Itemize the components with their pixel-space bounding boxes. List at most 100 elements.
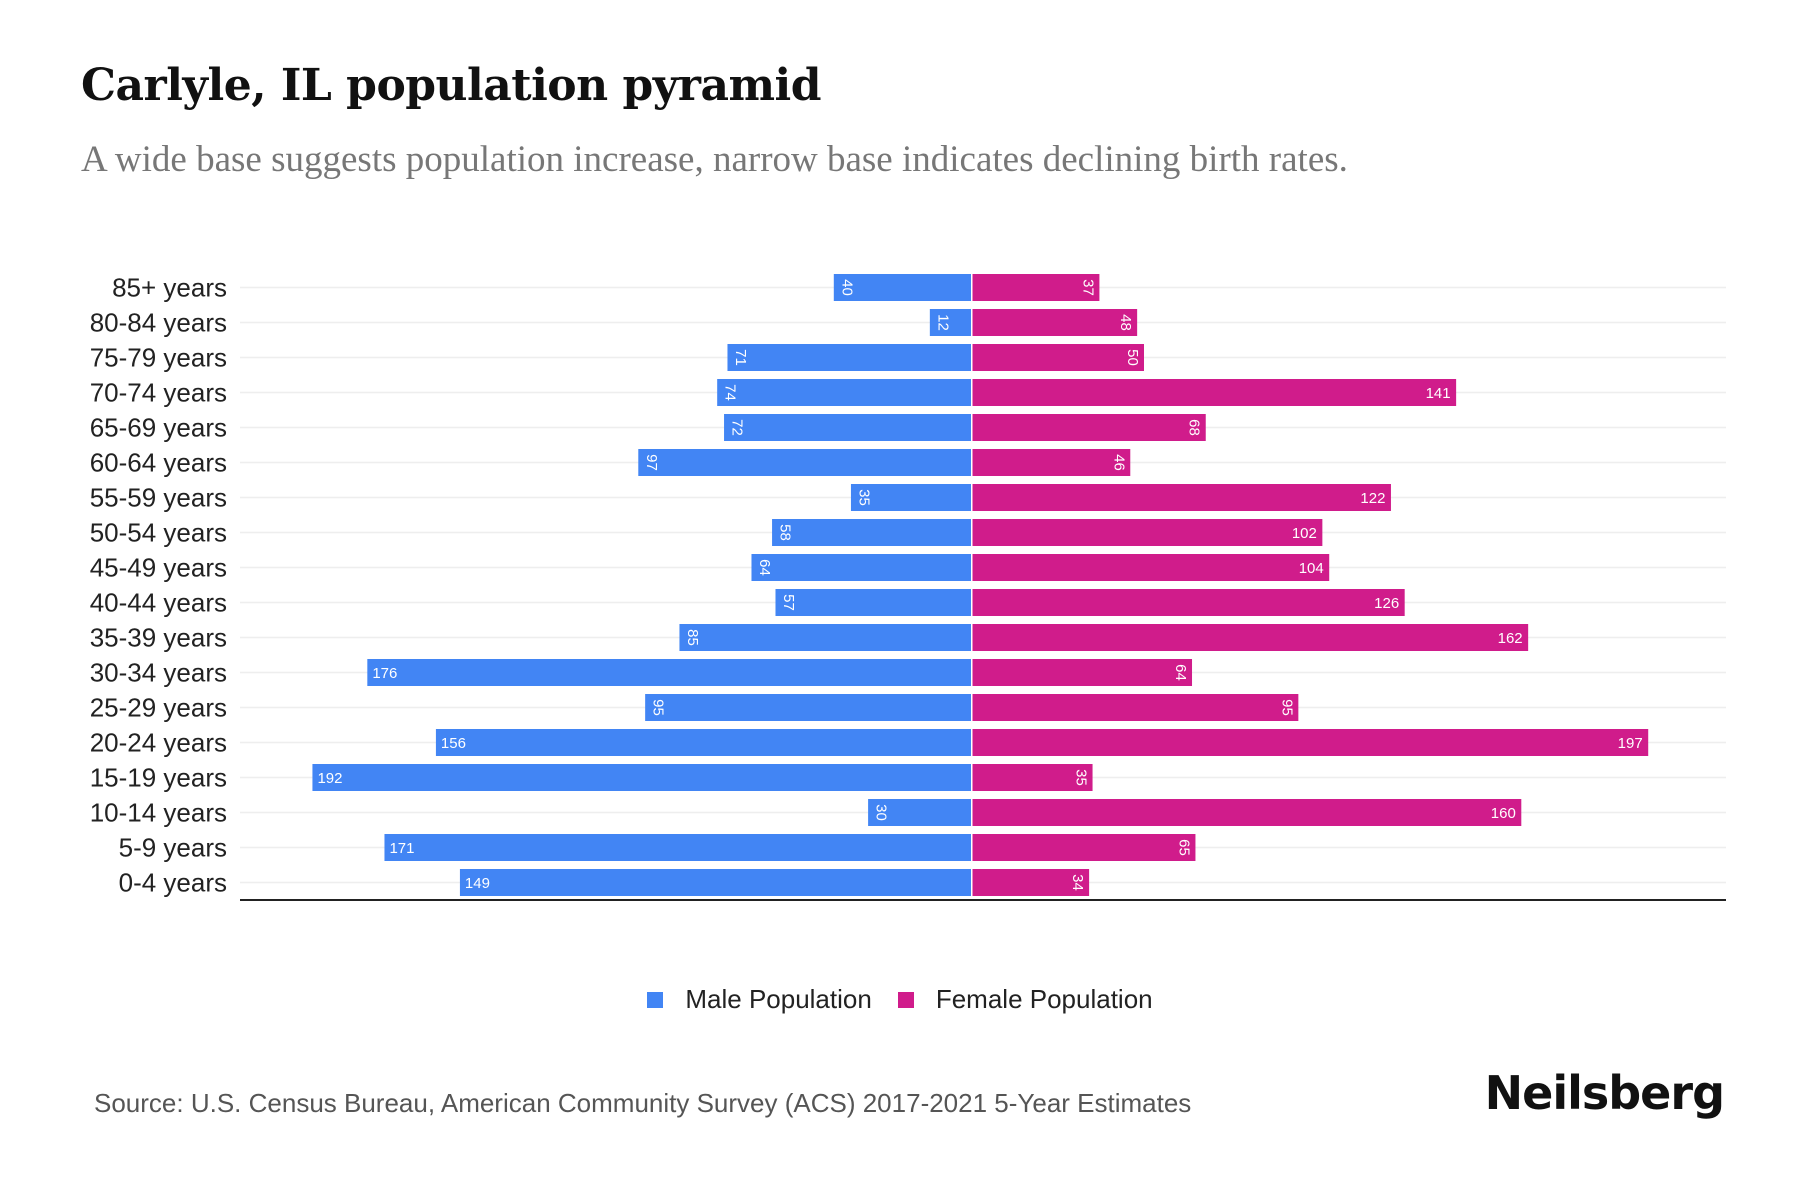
bar-value-label-male: 176 [372,665,397,682]
bar-male [727,344,971,371]
bar-female [972,519,1323,546]
bar-male [459,869,971,896]
bar-value-label-female: 160 [1491,805,1516,822]
bar-value-label-male: 95 [650,699,667,716]
category-label: 70-74 years [90,378,227,408]
category-label: 30-34 years [90,658,227,688]
chart-subtitle: A wide base suggests population increase… [81,139,1348,180]
category-label: 55-59 years [90,483,227,513]
bar-value-label-male: 35 [855,489,872,506]
bar-male [772,519,971,546]
bar-value-label-female: 34 [1069,874,1086,891]
bar-value-label-male: 58 [777,524,794,541]
legend: Male Population Female Population [0,984,1800,1015]
bar-male [833,274,971,301]
bar-female [972,834,1196,861]
bar-value-label-male: 64 [756,559,773,576]
bar-male [775,589,971,616]
bar-value-label-female: 37 [1079,279,1096,296]
legend-swatch-male [647,991,664,1008]
category-label: 20-24 years [90,728,227,758]
category-label: 25-29 years [90,693,227,723]
bar-female [972,764,1093,791]
bar-male [929,309,971,336]
category-label: 40-44 years [90,588,227,618]
bar-value-label-female: 122 [1360,490,1385,507]
bar-value-label-female: 141 [1426,385,1451,402]
bar-value-label-male: 85 [684,629,701,646]
bar-female [972,589,1405,616]
category-label: 15-19 years [90,763,227,793]
bars: 40 37 12 48 71 50 74 141 72 68 97 46 35 122 58 102 64 104… [312,274,1649,896]
legend-swatch-female [897,991,914,1008]
category-labels: 85+ years 80-84 years 75-79 years 70-74 yea… [90,273,227,898]
bar-male [645,694,971,721]
legend-label-male: Male Population [685,984,872,1014]
category-label: 5-9 years [119,833,227,863]
bar-male [638,449,971,476]
bar-male [717,379,971,406]
bar-female [972,379,1457,406]
bar-value-label-female: 104 [1299,560,1324,577]
bar-female [972,449,1131,476]
bar-value-label-female: 126 [1374,595,1399,612]
bar-male [367,659,971,686]
bar-male [679,624,971,651]
bar-value-label-female: 95 [1278,699,1295,716]
bar-value-label-male: 97 [643,454,660,471]
bar-female [972,799,1522,826]
bar-female [972,659,1193,686]
category-label: 80-84 years [90,308,227,338]
source-note: Source: U.S. Census Bureau, American Com… [94,1088,1192,1118]
bar-female [972,484,1391,511]
bar-value-label-female: 162 [1498,630,1523,647]
bar-male [435,729,971,756]
bar-female [972,344,1144,371]
bar-value-label-female: 46 [1110,454,1127,471]
category-label: 45-49 years [90,553,227,583]
bar-female [972,414,1206,441]
bar-value-label-male: 30 [873,804,890,821]
bar-value-label-male: 72 [729,419,746,436]
bar-male [312,764,971,791]
bar-value-label-female: 197 [1618,735,1643,752]
bar-value-label-male: 149 [465,875,490,892]
chart-title: Carlyle, IL population pyramid [81,60,822,111]
bar-female [972,309,1138,336]
bar-female [972,274,1100,301]
bar-value-label-male: 40 [838,279,855,296]
category-label: 60-64 years [90,448,227,478]
bar-female [972,869,1090,896]
category-label: 10-14 years [90,798,227,828]
bar-value-label-male: 156 [441,735,466,752]
grid-lines [240,286,1726,884]
bar-value-label-male: 71 [732,349,749,366]
bar-female [972,729,1649,756]
category-label: 65-69 years [90,413,227,443]
bar-value-label-female: 102 [1292,525,1317,542]
bar-male [868,799,971,826]
bar-value-label-male: 57 [780,594,797,611]
bar-male [724,414,971,441]
bar-female [972,624,1529,651]
bar-value-label-male: 12 [934,314,951,331]
bar-value-label-male: 192 [317,770,342,787]
legend-item-female: Female Population [897,984,1153,1015]
category-label: 75-79 years [90,343,227,373]
category-label: 35-39 years [90,623,227,653]
bar-male [751,554,971,581]
bar-female [972,694,1299,721]
bar-male [850,484,971,511]
bar-value-label-male: 171 [389,840,414,857]
legend-label-female: Female Population [935,984,1153,1014]
legend-item-male: Male Population [647,984,872,1015]
category-label: 50-54 years [90,518,227,548]
brand-logo: Neilsberg [1484,1066,1725,1120]
bar-value-label-female: 35 [1073,769,1090,786]
bar-value-label-female: 48 [1117,314,1134,331]
bar-value-label-female: 64 [1172,664,1189,681]
bar-value-label-male: 74 [722,384,739,401]
bar-male [384,834,972,861]
bar-female [972,554,1330,581]
